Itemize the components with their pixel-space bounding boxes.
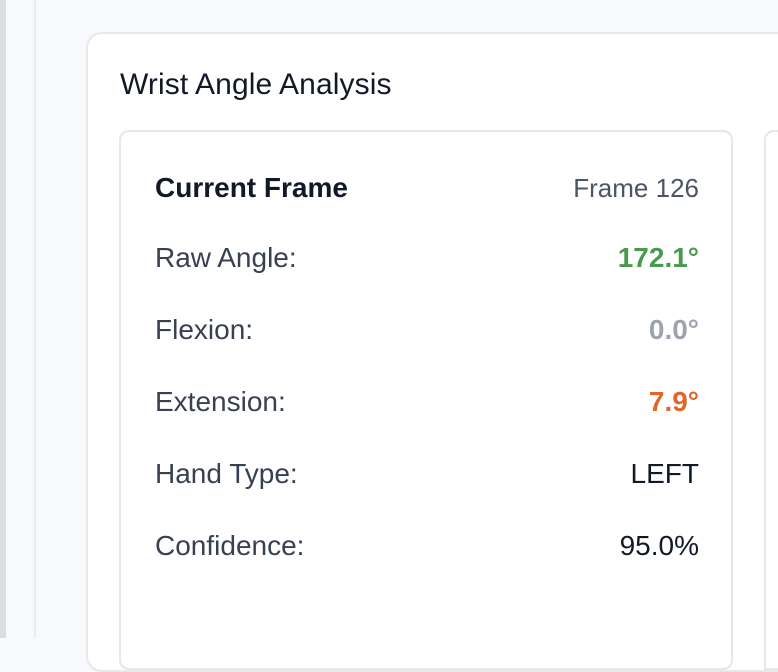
metric-row-raw-angle: Raw Angle: 172.1° bbox=[155, 240, 699, 276]
frame-number-label: Frame 126 bbox=[573, 172, 699, 203]
raw-angle-value: 172.1° bbox=[617, 242, 699, 273]
extension-value: 7.9° bbox=[648, 386, 699, 417]
adjacent-card bbox=[764, 130, 778, 670]
hand-type-value: LEFT bbox=[630, 458, 699, 489]
current-frame-card: Current Frame Frame 126 Raw Angle: 172.1… bbox=[119, 130, 733, 670]
panel-title: Wrist Angle Analysis bbox=[120, 68, 392, 101]
metric-row-flexion: Flexion: 0.0° bbox=[155, 312, 699, 348]
metric-row-hand-type: Hand Type: LEFT bbox=[155, 456, 699, 492]
metric-label: Raw Angle: bbox=[155, 242, 297, 273]
window-edge bbox=[0, 0, 6, 638]
card-header: Current Frame Frame 126 bbox=[155, 172, 699, 204]
metric-row-confidence: Confidence: 95.0% bbox=[155, 528, 699, 564]
metrics-list: Raw Angle: 172.1° Flexion: 0.0° Extensio… bbox=[155, 240, 699, 600]
metric-label: Hand Type: bbox=[155, 458, 298, 489]
side-gutter bbox=[6, 0, 36, 638]
card-title: Current Frame bbox=[155, 172, 348, 203]
metric-label: Flexion: bbox=[155, 314, 254, 345]
metric-label: Extension: bbox=[155, 386, 286, 417]
metric-row-extension: Extension: 7.9° bbox=[155, 384, 699, 420]
confidence-value: 95.0% bbox=[619, 530, 699, 561]
metric-label: Confidence: bbox=[155, 530, 305, 561]
flexion-value: 0.0° bbox=[648, 314, 699, 345]
